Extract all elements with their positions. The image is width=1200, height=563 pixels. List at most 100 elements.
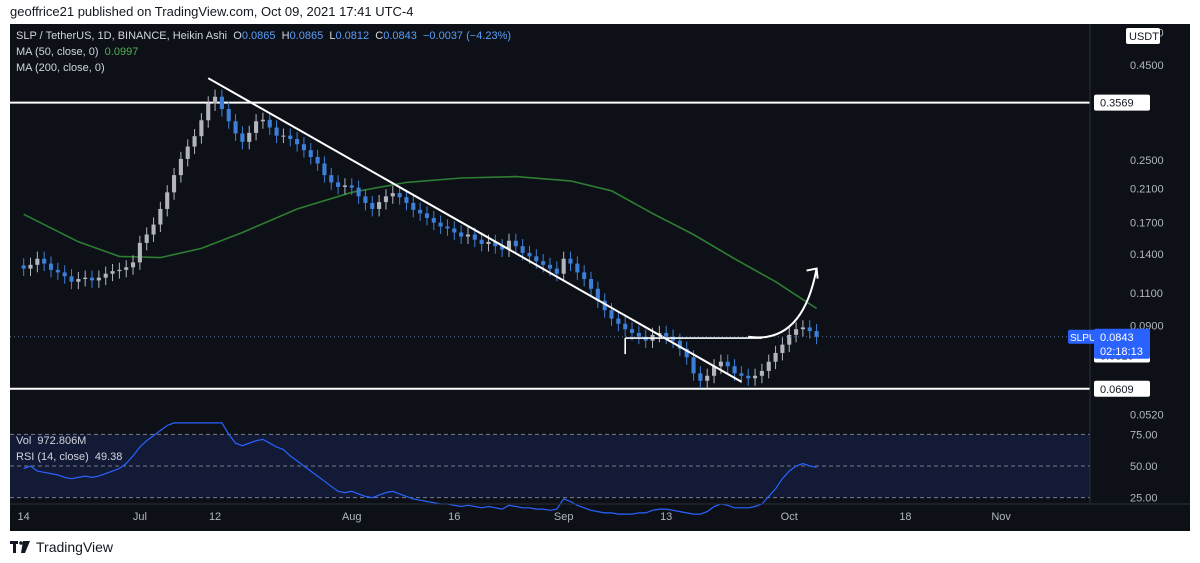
candle-body: [370, 202, 375, 209]
candle-body: [274, 127, 279, 136]
legend-high-value: 0.0865: [289, 30, 324, 42]
candle-body: [172, 175, 177, 193]
candle-body: [226, 109, 231, 122]
candle-body: [472, 234, 477, 240]
candle-body: [773, 352, 778, 362]
candle-body: [411, 202, 416, 210]
candle-body: [445, 226, 450, 229]
candle-body: [103, 273, 108, 278]
publisher-text: geoffrice21 published on TradingView.com…: [10, 4, 414, 19]
legend-close-label: C: [375, 30, 384, 42]
candle-body: [500, 246, 505, 250]
legend-ma200-label: MA (200, close, 0): [16, 62, 105, 74]
candle-body: [732, 366, 737, 374]
candle-body: [534, 256, 539, 262]
candle-body: [712, 366, 717, 376]
candle-body: [547, 264, 553, 269]
candle-body: [718, 361, 723, 367]
candle-body: [623, 323, 628, 330]
level-label: 0.3569: [1100, 98, 1134, 110]
candle-body: [260, 119, 265, 122]
candle-body: [69, 276, 74, 282]
candle-body: [636, 332, 641, 337]
candle-body: [151, 224, 156, 235]
time-axis[interactable]: 14 Jul 12 Aug 16 Sep 13 Oct 18 Nov: [10, 503, 1190, 523]
candle-body: [759, 370, 764, 376]
level-label-box: [1094, 380, 1150, 397]
candle-body: [288, 135, 293, 140]
candle-body: [117, 269, 122, 272]
candle-body: [582, 272, 587, 280]
descending-trendline: [207, 77, 742, 383]
candle-body: [130, 262, 136, 268]
candle-body: [664, 332, 669, 337]
level-label-box: [1094, 94, 1150, 111]
legend-volume-row[interactable]: Vol 972.806M: [16, 433, 122, 449]
candle-body: [110, 271, 115, 274]
candle-body: [165, 192, 170, 209]
legend-rsi-value: 49.38: [94, 451, 123, 463]
candle-body: [178, 158, 183, 176]
candle-body: [588, 279, 594, 289]
candle-body: [295, 139, 300, 145]
candle-body: [76, 279, 81, 282]
tradingview-logo-icon: [10, 541, 30, 553]
candle-body: [766, 361, 771, 371]
legend-ma200-row[interactable]: MA (200, close, 0): [16, 60, 511, 76]
candle-body: [739, 373, 744, 376]
candle-body: [383, 196, 388, 203]
candle-body: [48, 263, 54, 270]
candle-body: [315, 157, 320, 164]
rsi-pane: [10, 422, 1090, 515]
candle-body: [561, 258, 566, 274]
price-tick-label: 0.1700: [1130, 218, 1164, 230]
candle-body: [459, 232, 464, 237]
candle-body: [554, 268, 559, 274]
legend-low-value: 0.0812: [335, 30, 370, 42]
chart-frame[interactable]: 75.0050.0025.000.55000.45000.35690.25000…: [10, 24, 1190, 531]
candle-body: [575, 263, 580, 273]
candle-body: [199, 120, 204, 137]
price-tick-label: 0.1400: [1130, 249, 1164, 261]
price-axis[interactable]: 75.0050.0025.000.55000.45000.35690.25000…: [1068, 24, 1164, 505]
price-badge-value: 0.0843: [1100, 332, 1134, 344]
time-tick-label: 12: [209, 511, 221, 523]
legend-open-value: 0.0865: [241, 30, 276, 42]
price-chart[interactable]: 75.0050.0025.000.55000.45000.35690.25000…: [10, 24, 1190, 531]
price-tick-label: 0.4500: [1130, 60, 1164, 72]
candle-body: [281, 135, 286, 137]
legend-open-label: O: [233, 30, 242, 42]
candle-body: [336, 182, 341, 187]
candle-body: [83, 277, 88, 280]
legend-ma50-row[interactable]: MA (50, close, 0) 0.0997: [16, 44, 511, 60]
legend-high-label: H: [281, 30, 290, 42]
price-tick-label: 0.2100: [1130, 183, 1164, 195]
level-label: 0.0609: [1100, 384, 1134, 396]
candle-body: [21, 265, 26, 269]
candle-body: [185, 146, 190, 159]
candle-body: [267, 119, 272, 128]
ma50-line: [23, 175, 818, 310]
legend-ohlc-row: SLP / TetherUS, 1D, BINANCE, Heikin Ashi…: [16, 28, 511, 44]
candle-body: [486, 241, 491, 244]
candle-body: [137, 242, 142, 263]
legend-symbol: SLP / TetherUS, 1D, BINANCE, Heikin Ashi: [16, 30, 228, 42]
legend-rsi-label: RSI (14, close): [16, 451, 89, 463]
tradingview-brand: TradingView: [36, 539, 114, 555]
candle-body: [363, 196, 368, 203]
rsi-line: [23, 422, 817, 515]
legend-ma50-label: MA (50, close, 0): [16, 46, 99, 58]
candle-body: [124, 267, 129, 270]
legend-rsi-row[interactable]: RSI (14, close) 49.38: [16, 449, 122, 465]
legend-volume-value: 972.806M: [37, 435, 87, 447]
currency-badge[interactable]: [1126, 28, 1160, 44]
candle-body: [404, 197, 409, 203]
candle-body: [418, 209, 423, 214]
candle-body: [329, 175, 334, 183]
rsi-level-label: 75.00: [1130, 429, 1158, 441]
candle-body: [431, 217, 436, 223]
candle-body: [753, 375, 758, 379]
candle-body: [705, 375, 710, 381]
candle-body: [42, 258, 47, 264]
candle-body: [479, 239, 484, 244]
